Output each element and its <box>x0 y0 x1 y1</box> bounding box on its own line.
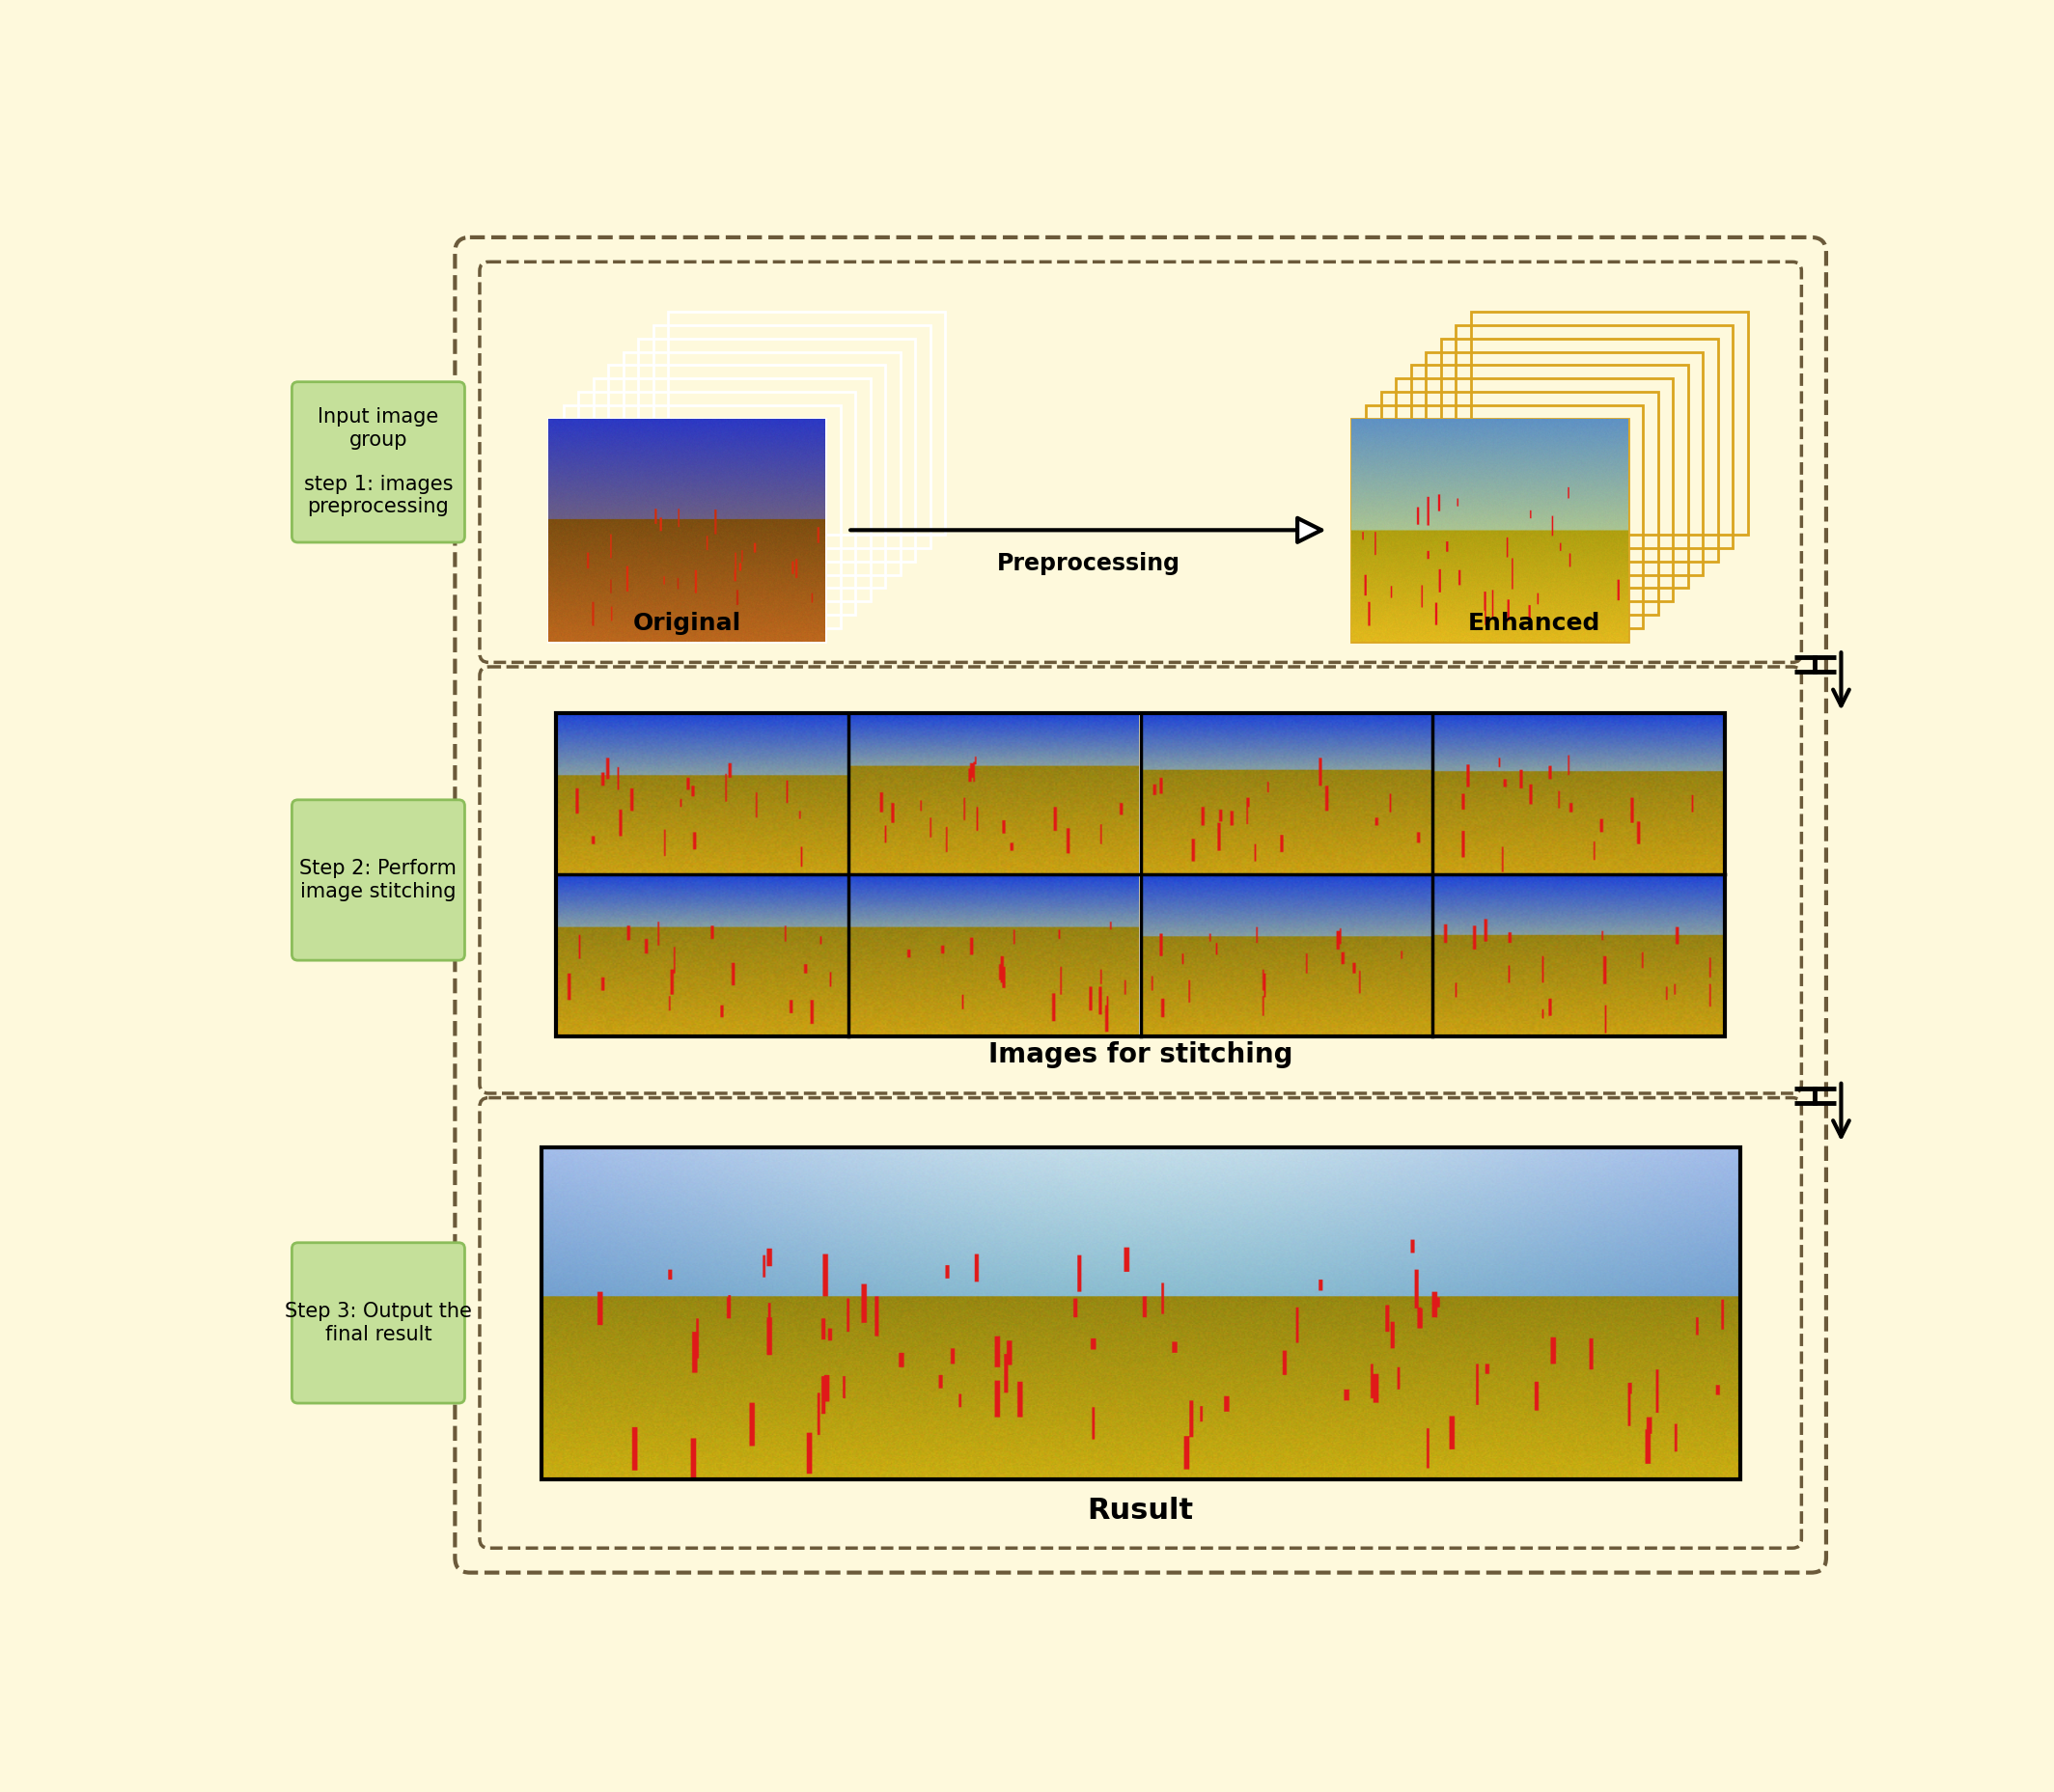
FancyBboxPatch shape <box>292 799 464 961</box>
Text: Step 2: Perform
image stitching: Step 2: Perform image stitching <box>300 858 456 901</box>
Text: Preprocessing: Preprocessing <box>996 552 1179 575</box>
Text: Input image
group

step 1: images
preprocessing: Input image group step 1: images preproc… <box>304 407 452 516</box>
Text: Rusult: Rusult <box>1087 1496 1193 1525</box>
Text: Step 3: Output the
final result: Step 3: Output the final result <box>286 1303 472 1344</box>
Text: Original: Original <box>633 611 741 634</box>
FancyBboxPatch shape <box>456 237 1826 1573</box>
Text: Images for stitching: Images for stitching <box>988 1041 1292 1068</box>
FancyBboxPatch shape <box>292 382 464 543</box>
Text: Enhanced: Enhanced <box>1469 611 1600 634</box>
FancyBboxPatch shape <box>292 1242 464 1403</box>
